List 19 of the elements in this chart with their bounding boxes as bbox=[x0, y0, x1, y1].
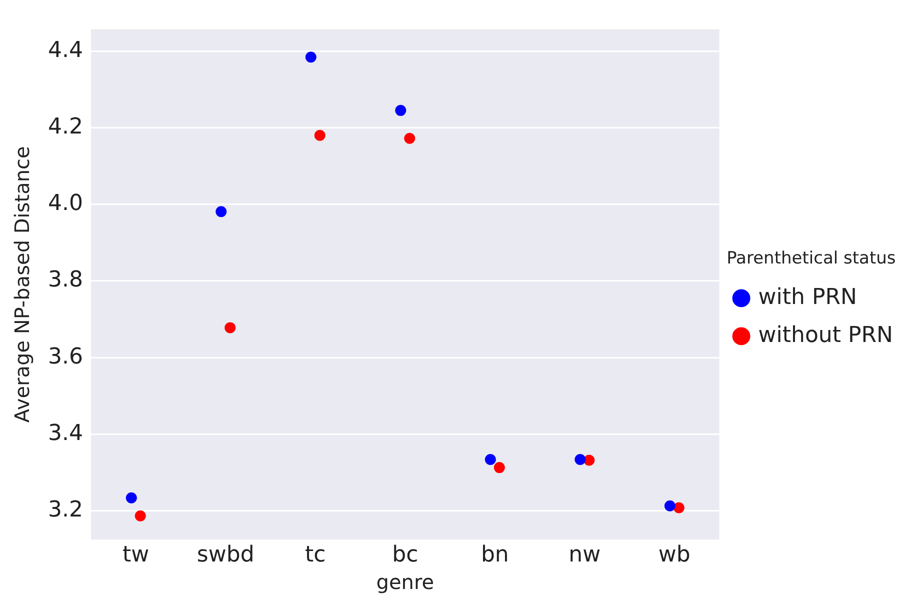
y-tick-label: 3.8 bbox=[48, 268, 83, 293]
y-axis-title: Average NP-based Distance bbox=[10, 146, 34, 423]
x-tick-label: tc bbox=[305, 542, 326, 568]
y-tick-label: 4.4 bbox=[48, 38, 83, 63]
x-tick-label: swbd bbox=[196, 542, 254, 568]
legend-title: Parenthetical status bbox=[726, 248, 896, 269]
y-tick-label: 3.2 bbox=[48, 498, 83, 523]
x-tick-label: wb bbox=[658, 542, 690, 568]
x-tick-label: nw bbox=[568, 542, 601, 568]
x-tick-label: tw bbox=[122, 542, 150, 568]
x-tick-label: bc bbox=[392, 542, 418, 568]
y-tick-label: 3.4 bbox=[48, 420, 83, 446]
y-tick-label: 3.6 bbox=[48, 344, 83, 370]
y-tick-label: 4.0 bbox=[48, 191, 83, 216]
x-tick-label: bn bbox=[480, 542, 509, 568]
legend-label: without PRN bbox=[758, 322, 894, 348]
legend-label: with PRN bbox=[758, 284, 857, 310]
y-tick-label: 4.2 bbox=[48, 114, 83, 140]
x-axis-title: genre bbox=[376, 570, 434, 594]
